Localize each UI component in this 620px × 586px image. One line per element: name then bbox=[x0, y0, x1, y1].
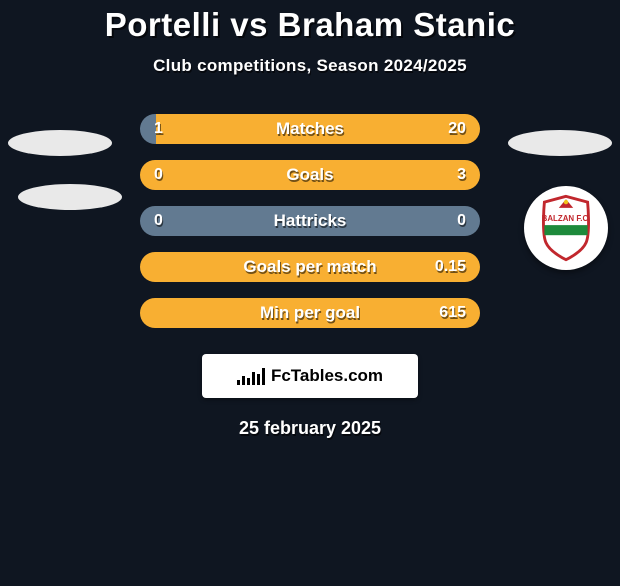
stat-label: Min per goal bbox=[140, 298, 480, 328]
comparison-infographic: Portelli vs Braham Stanic Club competiti… bbox=[0, 6, 620, 586]
stat-label: Hattricks bbox=[140, 206, 480, 236]
club-crest-icon: BALZAN F.C. bbox=[530, 192, 602, 264]
stat-label: Matches bbox=[140, 114, 480, 144]
stat-row: 120Matches bbox=[140, 114, 480, 144]
watermark-text: FcTables.com bbox=[271, 366, 383, 386]
right-club-crest: BALZAN F.C. bbox=[524, 186, 608, 270]
bar-chart-icon bbox=[237, 367, 265, 385]
watermark: FcTables.com bbox=[202, 354, 418, 398]
stat-row: 03Goals bbox=[140, 160, 480, 190]
stat-row: 615Min per goal bbox=[140, 298, 480, 328]
stat-label: Goals per match bbox=[140, 252, 480, 282]
stat-row: 00Hattricks bbox=[140, 206, 480, 236]
stat-row: 0.15Goals per match bbox=[140, 252, 480, 282]
page-title: Portelli vs Braham Stanic bbox=[0, 6, 620, 44]
right-club-badge-placeholder-1 bbox=[508, 130, 612, 156]
left-club-badge-placeholder-2 bbox=[18, 184, 122, 210]
date-text: 25 february 2025 bbox=[0, 418, 620, 439]
stat-label: Goals bbox=[140, 160, 480, 190]
crest-label: BALZAN F.C. bbox=[542, 214, 591, 223]
subtitle: Club competitions, Season 2024/2025 bbox=[0, 56, 620, 76]
left-club-badge-placeholder-1 bbox=[8, 130, 112, 156]
